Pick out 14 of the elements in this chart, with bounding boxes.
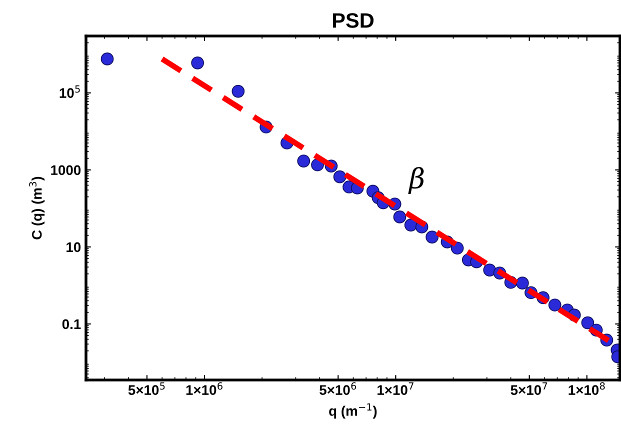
x-tick-label: 5×10$^{7}$ <box>510 382 548 395</box>
annotation: β <box>408 166 424 194</box>
y-tick-label: 0.1 <box>62 319 81 330</box>
x-tick-label: 5×10$^{5}$ <box>128 382 165 395</box>
y-tick-label: 1000 <box>51 165 81 176</box>
x-axis-title: q (m$^{−1}$) <box>329 403 377 419</box>
y-axis-title: C (q) (m$^{3}$) <box>29 176 45 240</box>
x-tick-label: 5×10$^{6}$ <box>320 382 356 395</box>
y-tick-label: 10$^{5}$ <box>60 85 80 98</box>
chart-title: PSD <box>332 13 374 28</box>
y-tick-label: 10 <box>66 242 81 252</box>
x-tick-label: 1×10$^{7}$ <box>378 382 414 395</box>
x-tick-label: 1×10$^{6}$ <box>186 382 222 395</box>
x-tick-label: 1×10$^{8}$ <box>568 382 605 395</box>
